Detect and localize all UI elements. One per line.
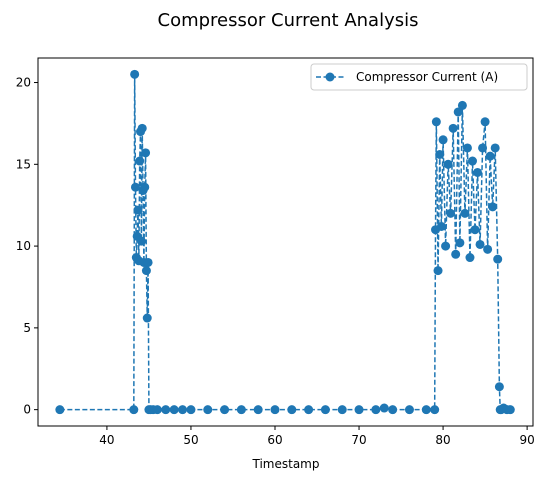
data-point — [435, 149, 445, 159]
data-point — [457, 100, 467, 110]
x-axis-label: Timestamp — [252, 457, 320, 471]
data-point — [446, 208, 456, 218]
data-point — [505, 405, 515, 415]
data-point — [130, 182, 140, 192]
y-tick-label: 10 — [16, 239, 31, 253]
x-tick-label: 60 — [267, 433, 282, 447]
data-point — [438, 135, 448, 145]
data-point — [136, 236, 146, 246]
y-tick-label: 20 — [16, 76, 31, 90]
data-point — [483, 244, 493, 254]
data-point — [129, 405, 139, 415]
data-point — [460, 208, 470, 218]
data-point — [371, 405, 381, 415]
data-point — [494, 382, 504, 392]
data-point — [186, 405, 196, 415]
data-point — [161, 405, 171, 415]
data-point — [133, 205, 143, 215]
data-point — [493, 254, 503, 264]
data-point — [455, 238, 465, 248]
legend-box — [310, 63, 528, 91]
data-point — [354, 405, 364, 415]
data-point — [169, 405, 179, 415]
data-point — [141, 148, 151, 158]
data-point — [465, 253, 475, 263]
y-axis: 0 5 10 15 20 — [16, 76, 38, 417]
chart-title: Compressor Current Analysis — [158, 10, 419, 31]
data-point — [490, 143, 500, 153]
series-line — [59, 74, 511, 411]
y-tick-label: 0 — [23, 403, 31, 417]
data-point — [443, 159, 453, 169]
data-point — [143, 257, 153, 267]
legend: Compressor Current (A) — [310, 63, 528, 91]
data-point — [220, 405, 230, 415]
data-point — [470, 225, 480, 235]
legend-marker-sample — [325, 72, 335, 82]
data-point — [433, 266, 443, 276]
data-point — [130, 69, 140, 79]
x-tick-label: 40 — [99, 433, 114, 447]
data-point — [135, 156, 145, 166]
data-point — [478, 143, 488, 153]
data-point — [475, 239, 485, 249]
data-point — [488, 202, 498, 212]
data-point — [337, 405, 347, 415]
data-point — [379, 403, 389, 413]
data-point — [453, 107, 463, 117]
axes-frame — [37, 57, 534, 427]
legend-entry-label: Compressor Current (A) — [356, 70, 498, 84]
data-point — [236, 405, 246, 415]
x-tick-label: 70 — [351, 433, 366, 447]
data-point — [320, 405, 330, 415]
data-point — [404, 405, 414, 415]
data-point — [253, 405, 263, 415]
x-axis: 40 50 60 70 80 90 — [99, 426, 535, 447]
data-point — [485, 151, 495, 161]
data-point — [287, 405, 297, 415]
data-point — [304, 405, 314, 415]
x-tick-label: 80 — [435, 433, 450, 447]
data-point — [203, 405, 213, 415]
data-point — [388, 405, 398, 415]
data-point — [55, 405, 65, 415]
data-point — [431, 117, 441, 127]
data-point — [441, 241, 451, 251]
plot-area — [55, 69, 515, 415]
data-point — [451, 249, 461, 259]
data-point — [152, 405, 162, 415]
data-point — [137, 123, 147, 133]
data-point — [448, 123, 458, 133]
data-point — [140, 182, 150, 192]
x-tick-label: 90 — [519, 433, 534, 447]
data-point — [467, 156, 477, 166]
data-point — [421, 405, 431, 415]
data-point — [473, 167, 483, 177]
data-point — [480, 117, 490, 127]
data-point — [270, 405, 280, 415]
data-point — [436, 221, 446, 231]
data-point — [142, 313, 152, 323]
data-point — [430, 405, 440, 415]
y-tick-label: 5 — [23, 321, 31, 335]
x-tick-label: 50 — [183, 433, 198, 447]
data-point — [462, 143, 472, 153]
y-tick-label: 15 — [16, 157, 31, 171]
data-point — [141, 266, 151, 276]
data-point — [178, 405, 188, 415]
